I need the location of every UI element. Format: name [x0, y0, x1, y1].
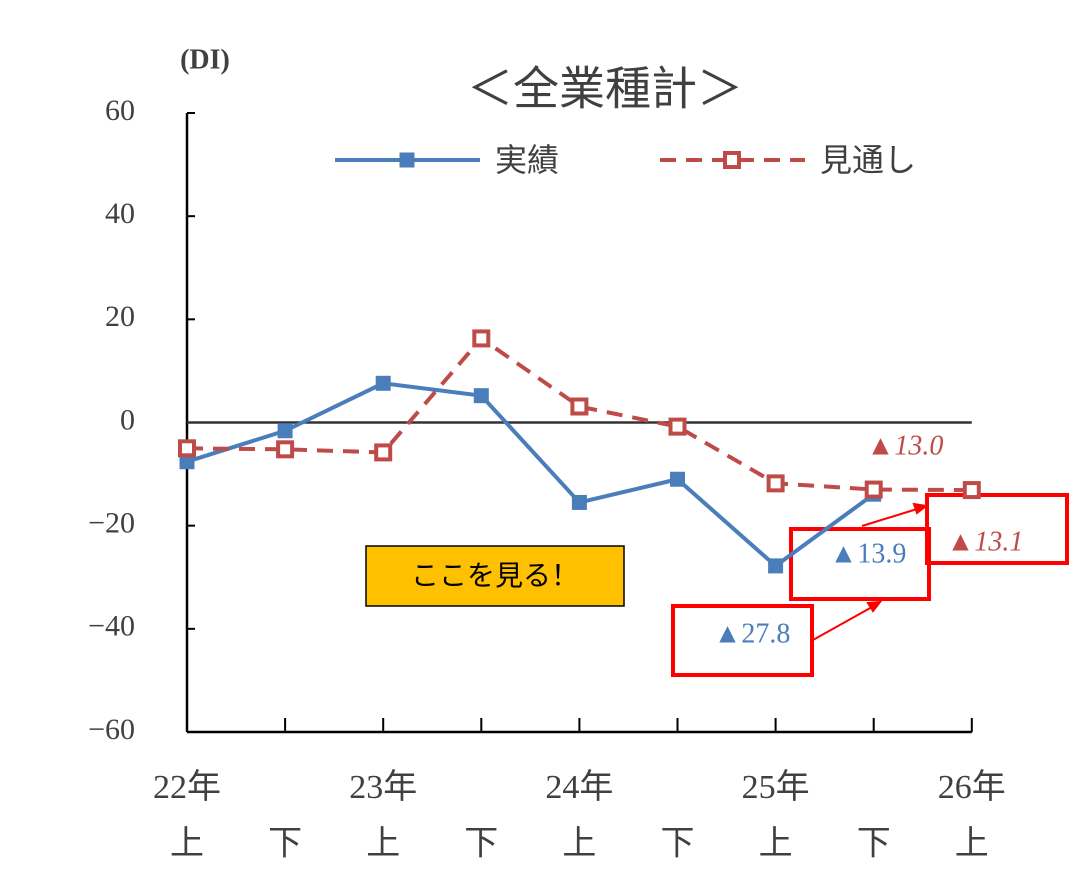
x-tick-label: 下	[661, 824, 695, 864]
point	[570, 397, 589, 416]
year-label: 26年	[938, 768, 1006, 806]
year-label: 22年	[153, 768, 221, 806]
point	[670, 471, 685, 487]
x-tick-label: 上	[562, 824, 596, 864]
y-tick-label: 0	[120, 403, 135, 436]
y-tick-label: 40	[105, 197, 135, 230]
annotation: ここを見る！	[411, 559, 579, 592]
point	[571, 494, 587, 510]
value-label: ▲13.9	[830, 538, 907, 569]
legend-label: 見通し	[820, 141, 916, 179]
legend-label: 実績	[495, 141, 559, 179]
year-label: 25年	[742, 768, 810, 806]
point	[178, 439, 196, 458]
x-tick-label: 上	[366, 824, 400, 864]
y-tick-label: −20	[88, 507, 135, 540]
legend-marker	[723, 151, 741, 169]
x-tick-label: 下	[857, 824, 891, 864]
x-tick-label: 上	[759, 824, 793, 864]
value-label: ▲13.0	[867, 430, 944, 461]
annotation-box	[365, 545, 625, 607]
series-line	[186, 335, 972, 493]
point	[768, 558, 784, 574]
value-label: ▲27.8	[714, 618, 791, 649]
point	[374, 443, 393, 462]
x-tick-label: 下	[268, 824, 302, 864]
y-axis-label: (DI)	[180, 44, 230, 75]
highlight-boxes	[671, 493, 1069, 677]
x-tick-label: 上	[170, 824, 204, 864]
point	[375, 375, 391, 391]
point	[276, 440, 295, 459]
year-label: 23年	[349, 768, 417, 806]
y-tick-label: 20	[105, 300, 135, 333]
y-tick-label: −40	[88, 610, 135, 643]
point	[766, 474, 785, 493]
chart-title: ＜全業種計＞	[467, 62, 743, 116]
point	[864, 480, 883, 499]
point	[668, 417, 687, 436]
point	[472, 329, 491, 348]
year-label: 24年	[545, 768, 613, 806]
point	[473, 388, 489, 404]
value-label: ▲13.1	[947, 526, 1024, 557]
point	[277, 423, 293, 439]
x-tick-label: 下	[464, 824, 498, 864]
series-line	[186, 381, 875, 569]
point	[962, 481, 981, 500]
highlight-arrows	[812, 502, 929, 641]
y-tick-label: −60	[88, 713, 135, 746]
x-tick-label: 上	[955, 824, 989, 864]
legend-marker	[399, 152, 415, 168]
y-tick-label: 60	[105, 94, 135, 127]
